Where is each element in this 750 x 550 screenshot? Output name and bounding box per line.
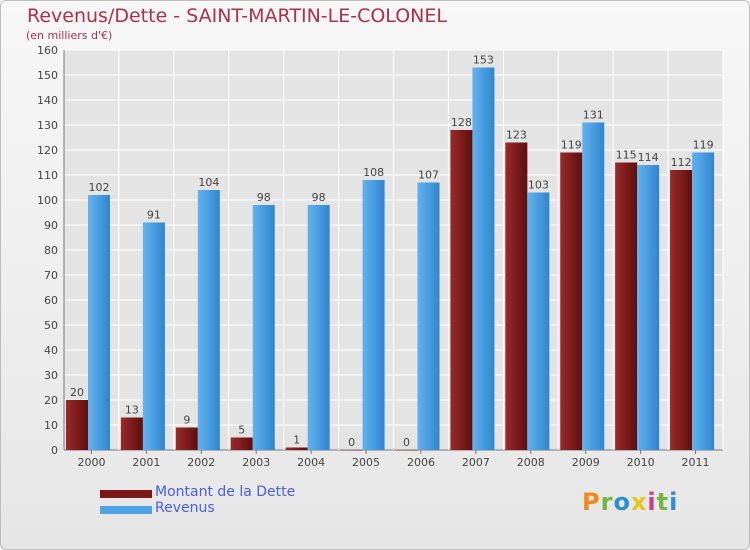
x-tick-label: 2006	[407, 456, 435, 469]
debt-bar	[395, 450, 418, 451]
x-tick-label: 2002	[187, 456, 215, 469]
debt-bar	[505, 142, 528, 450]
y-tick-label: 100	[37, 194, 58, 207]
logo-letter: x	[630, 488, 648, 516]
logo-letter: i	[647, 488, 657, 516]
x-tick-label: 2011	[682, 456, 710, 469]
revenue-bar	[252, 205, 275, 450]
y-tick-label: 130	[37, 119, 58, 132]
x-tick-label: 2009	[572, 456, 600, 469]
data-label: 108	[363, 166, 384, 179]
data-label: 91	[147, 209, 161, 222]
logo-letter: o	[613, 488, 631, 516]
x-tick-label: 2005	[352, 456, 380, 469]
data-label: 13	[125, 404, 139, 417]
y-tick-label: 60	[44, 294, 58, 307]
revenue-bar	[472, 67, 495, 450]
revenue-bar	[582, 122, 605, 450]
data-label: 98	[257, 191, 271, 204]
data-label: 1	[293, 434, 300, 447]
data-label: 20	[70, 386, 84, 399]
y-tick-label: 110	[37, 169, 58, 182]
y-tick-label: 70	[44, 269, 58, 282]
legend-swatch-revenue	[100, 506, 152, 514]
chart-subtitle: (en milliers d'€)	[26, 29, 113, 42]
debt-bar	[450, 130, 473, 450]
data-label: 104	[198, 176, 219, 189]
data-label: 5	[238, 424, 245, 437]
revenue-bar	[637, 165, 660, 450]
data-label: 0	[403, 436, 410, 449]
data-label: 119	[693, 139, 714, 152]
data-label: 123	[506, 129, 527, 142]
debt-bar	[560, 152, 583, 450]
data-label: 128	[451, 116, 472, 129]
y-tick-label: 160	[37, 44, 58, 57]
proxiti-logo: Proxiti	[582, 488, 678, 516]
data-label: 114	[638, 151, 659, 164]
y-tick-label: 50	[44, 319, 58, 332]
revenue-bar	[527, 192, 550, 450]
revenue-bar	[142, 222, 165, 450]
debt-bar	[670, 170, 693, 450]
y-tick-label: 90	[44, 219, 58, 232]
data-label: 131	[583, 109, 604, 122]
x-tick-label: 2000	[77, 456, 105, 469]
revenue-bar	[362, 180, 385, 450]
logo-letter: P	[582, 488, 601, 516]
legend-label-debt: Montant de la Dette	[155, 484, 296, 500]
y-tick-label: 40	[44, 344, 58, 357]
data-label: 112	[671, 156, 692, 169]
data-label: 102	[89, 181, 110, 194]
y-tick-label: 10	[44, 419, 58, 432]
data-label: 119	[561, 139, 582, 152]
logo-letter: i	[669, 488, 679, 516]
debt-bar	[230, 437, 253, 450]
revenue-bar	[88, 195, 110, 450]
x-tick-label: 2008	[517, 456, 545, 469]
debt-bar	[285, 447, 308, 450]
logo-letter: t	[656, 488, 670, 516]
legend-label-revenue: Revenus	[155, 500, 215, 516]
x-tick-label: 2010	[627, 456, 655, 469]
y-tick-label: 140	[37, 94, 58, 107]
data-label: 153	[473, 54, 494, 67]
data-label: 9	[183, 414, 190, 427]
debt-bar	[340, 450, 363, 451]
data-label: 103	[528, 179, 549, 192]
data-label: 98	[312, 191, 326, 204]
debt-bar	[175, 427, 198, 450]
debt-bar	[120, 417, 143, 450]
data-label: 115	[616, 149, 637, 162]
x-tick-label: 2001	[132, 456, 160, 469]
y-tick-label: 120	[37, 144, 58, 157]
revenue-bar	[692, 152, 715, 450]
revenue-bar	[197, 190, 220, 450]
revenue-bar	[307, 205, 330, 450]
chart-title: Revenus/Dette - SAINT-MARTIN-LE-COLONEL	[27, 5, 447, 27]
y-tick-label: 30	[44, 369, 58, 382]
y-tick-label: 20	[44, 394, 58, 407]
legend-swatch-debt	[100, 490, 152, 498]
data-label: 107	[418, 169, 439, 182]
y-tick-label: 80	[44, 244, 58, 257]
y-tick-label: 0	[51, 444, 58, 457]
data-label: 0	[348, 436, 355, 449]
logo-letter: r	[600, 488, 614, 516]
revenue-bar	[417, 182, 440, 450]
x-tick-label: 2003	[242, 456, 270, 469]
debt-bar	[66, 400, 88, 450]
debt-bar	[615, 162, 638, 450]
x-tick-label: 2004	[297, 456, 325, 469]
y-tick-label: 150	[37, 69, 58, 82]
x-tick-label: 2007	[462, 456, 490, 469]
